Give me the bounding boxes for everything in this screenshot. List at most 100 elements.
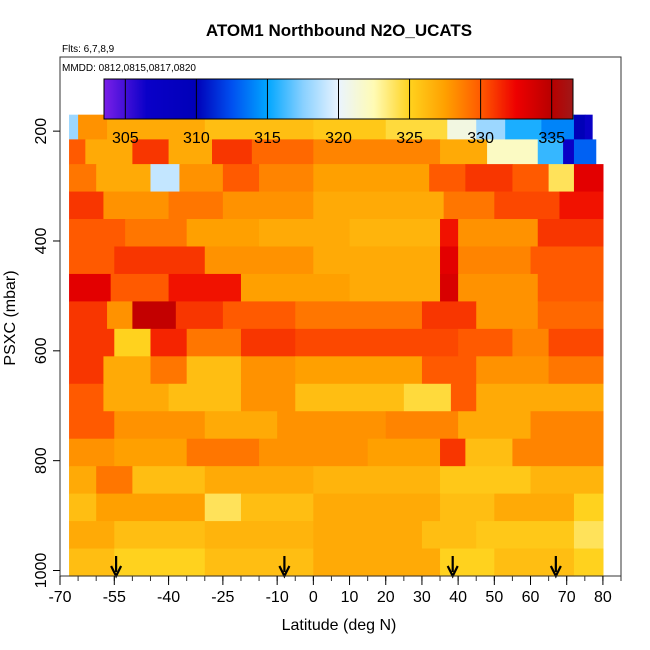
- curtain-cell: [204, 246, 314, 275]
- x-tick-label: 50: [485, 589, 503, 606]
- curtain-cell: [110, 273, 170, 302]
- curtain-cell: [458, 273, 539, 302]
- curtain-cell: [313, 548, 441, 577]
- x-tick-label: 20: [377, 589, 395, 606]
- colorbar-tick-label: 315: [254, 130, 281, 147]
- curtain-cell: [204, 466, 314, 495]
- date-label: MMDD: 0812,0815,0817,0820: [62, 63, 196, 74]
- curtain-cell: [440, 493, 495, 522]
- colorbar-tick-label: 335: [538, 130, 565, 147]
- curtain-cell: [295, 301, 423, 330]
- x-tick-label: 30: [413, 589, 431, 606]
- curtain-cell: [313, 466, 441, 495]
- colorbar-tick-label: 305: [112, 130, 139, 147]
- x-tick-label: -40: [157, 589, 180, 606]
- curtain-cell: [186, 219, 260, 248]
- curtain-cell: [349, 273, 441, 302]
- curtain-cell: [367, 438, 441, 467]
- curtain-cell: [222, 164, 260, 193]
- curtain-cell: [114, 438, 188, 467]
- curtain-cell: [69, 191, 105, 220]
- curtain-cell: [69, 548, 115, 577]
- curtain-cell: [69, 246, 115, 275]
- curtain-cell: [494, 493, 575, 522]
- y-tick-label: 400: [33, 228, 50, 255]
- curtain-cell: [440, 273, 459, 302]
- curtain-cell: [476, 521, 575, 550]
- curtain-cell: [530, 411, 604, 440]
- curtain-cell: [96, 466, 133, 495]
- curtain-cell: [150, 356, 188, 385]
- curtain-cell: [69, 219, 126, 248]
- plot-frame: [59, 56, 622, 577]
- y-tick-label: 1000: [33, 553, 50, 589]
- x-axis-label: Latitude (deg N): [282, 617, 397, 634]
- curtain-cell: [537, 301, 604, 330]
- x-tick-label: -55: [103, 589, 126, 606]
- colorbar-tick-label: 330: [467, 130, 494, 147]
- curtain-cell: [573, 521, 604, 550]
- curtain-cell: [240, 356, 296, 385]
- curtain-cell: [458, 246, 532, 275]
- curtain-cell: [584, 114, 593, 140]
- curtain-cell: [179, 164, 224, 193]
- x-tick-label: -25: [211, 589, 234, 606]
- curtain-cell: [573, 139, 597, 165]
- curtain-cell: [212, 139, 253, 165]
- curtain-cell: [403, 383, 452, 412]
- curtain-cell: [458, 219, 539, 248]
- curtain-cell: [103, 383, 170, 412]
- curtain-cell: [69, 273, 112, 302]
- x-tick-label: 10: [341, 589, 359, 606]
- curtain-cell: [573, 548, 604, 577]
- curtain-cell: [259, 164, 314, 193]
- curtain-cell: [476, 356, 550, 385]
- curtain-cell: [548, 328, 604, 357]
- curtain-cell: [537, 139, 564, 165]
- curtain-cell: [69, 139, 86, 165]
- curtain-cell: [440, 139, 488, 165]
- curtain-cell: [440, 548, 495, 577]
- curtain-cell: [78, 114, 108, 140]
- n2o-curtain: [69, 114, 604, 577]
- curtain-cell: [450, 383, 477, 412]
- curtain-cell: [168, 273, 242, 302]
- x-tick-label: -70: [48, 589, 71, 606]
- curtain-cell: [512, 328, 550, 357]
- curtain-cell: [69, 328, 115, 357]
- curtain-cell: [421, 521, 477, 550]
- curtain-cell: [313, 191, 445, 220]
- curtain-cell: [132, 466, 206, 495]
- curtain-cell: [240, 383, 296, 412]
- colorbar: 305 310 315 320 325 330 335: [103, 78, 574, 147]
- curtain-cell: [222, 301, 296, 330]
- curtain-cell: [476, 301, 539, 330]
- curtain-cell: [240, 273, 351, 302]
- curtain-cell: [168, 191, 224, 220]
- curtain-cell: [559, 191, 604, 220]
- flights-label: Flts: 6,7,8,9: [62, 44, 115, 55]
- curtain-cell: [465, 438, 514, 467]
- curtain-cell: [69, 301, 108, 330]
- curtain-cell: [530, 246, 604, 275]
- x-tick-label: 70: [558, 589, 576, 606]
- curtain-cell: [132, 301, 177, 330]
- curtain-cell: [103, 356, 152, 385]
- curtain-cell: [494, 191, 561, 220]
- curtain-cell: [204, 493, 242, 522]
- curtain-cell: [175, 301, 224, 330]
- x-tick-label: 40: [449, 589, 467, 606]
- curtain-cell: [295, 383, 405, 412]
- curtain-cell: [186, 438, 260, 467]
- curtain-cell: [458, 328, 514, 357]
- curtain-cell: [96, 493, 206, 522]
- curtain-cell: [465, 164, 514, 193]
- x-tick-label: 80: [594, 589, 612, 606]
- y-tick-label: 600: [33, 337, 50, 364]
- curtain-cell: [313, 139, 441, 165]
- curtain-cell: [259, 438, 369, 467]
- x-tick-label: -10: [266, 589, 289, 606]
- curtain-cell: [114, 328, 152, 357]
- curtain-cell: [114, 411, 206, 440]
- curtain-cell: [313, 521, 423, 550]
